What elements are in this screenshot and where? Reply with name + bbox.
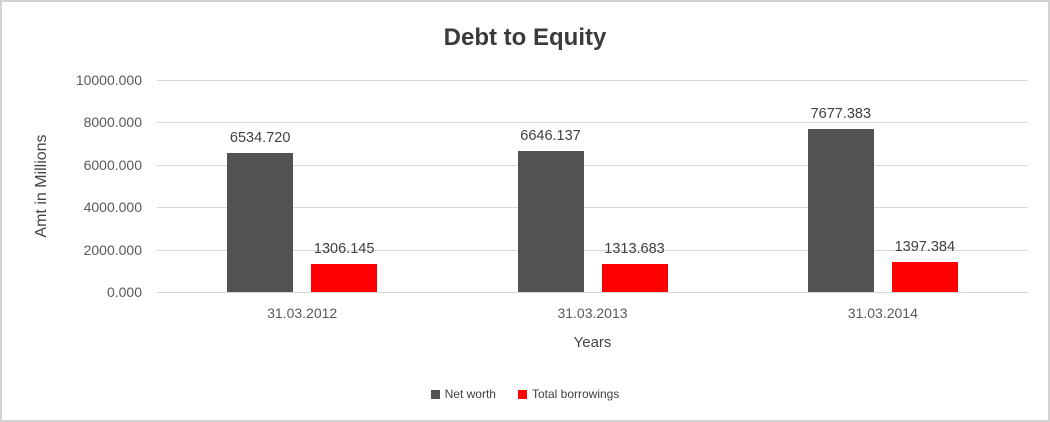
gridline xyxy=(157,80,1028,81)
y-axis-tick-label: 2000.000 xyxy=(83,241,142,258)
gridline xyxy=(157,292,1028,293)
gridline xyxy=(157,249,1028,251)
data-label: 1306.145 xyxy=(313,241,375,258)
legend-label: Total borrowings xyxy=(531,387,620,401)
x-axis-tick-label: 31.03.2013 xyxy=(557,305,628,321)
data-label: 1313.683 xyxy=(604,241,665,258)
y-axis-tick-label: 0.000 xyxy=(106,284,142,300)
y-axis-tick-label: 10000.000 xyxy=(75,72,142,88)
legend-item-net-worth: Net worth xyxy=(430,387,496,401)
x-axis-tick-label: 31.03.2012 xyxy=(267,305,338,321)
gridline xyxy=(157,122,1028,124)
bar-net-worth xyxy=(517,151,584,292)
legend-swatch-icon xyxy=(430,389,440,399)
data-label: 1397.384 xyxy=(894,239,956,256)
bar-total-borrowings xyxy=(601,264,668,292)
y-axis-tick-label: 4000.000 xyxy=(83,199,142,216)
gridline xyxy=(157,207,1028,209)
data-label: 6646.137 xyxy=(520,128,581,145)
legend-swatch-icon xyxy=(517,389,527,399)
legend: Net worth Total borrowings xyxy=(2,387,1048,401)
data-label: 6534.720 xyxy=(229,130,291,147)
data-label: 7677.383 xyxy=(810,106,872,123)
chart-title: Debt to Equity xyxy=(443,24,607,51)
bar-net-worth xyxy=(227,153,294,292)
bar-total-borrowings xyxy=(311,264,378,292)
gridline xyxy=(157,164,1028,166)
bar-net-worth xyxy=(807,129,874,292)
legend-item-total-borrowings: Total borrowings xyxy=(517,387,620,401)
legend-label: Net worth xyxy=(444,387,496,401)
x-axis-title: Years xyxy=(573,334,612,351)
y-axis-tick-label: 8000.000 xyxy=(83,114,142,131)
y-axis-tick-label: 6000.000 xyxy=(83,156,142,173)
bar-total-borrowings xyxy=(891,262,958,292)
x-axis-tick-label: 31.03.2014 xyxy=(847,305,918,321)
